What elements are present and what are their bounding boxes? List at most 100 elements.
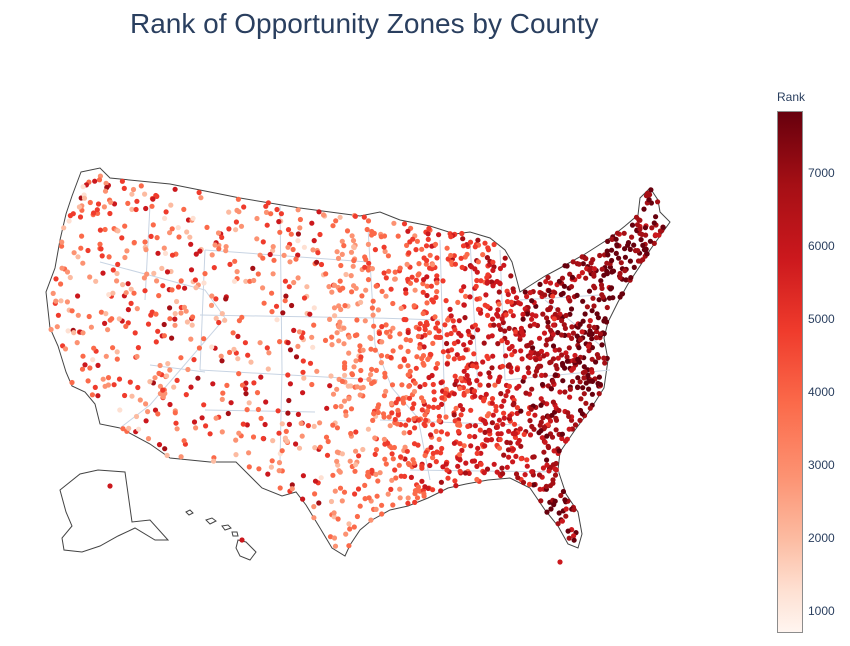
county-marker[interactable] (660, 224, 666, 230)
county-marker[interactable] (250, 265, 256, 271)
county-marker[interactable] (114, 278, 120, 284)
county-marker[interactable] (490, 316, 496, 322)
county-marker[interactable] (434, 289, 440, 295)
county-marker[interactable] (243, 386, 249, 392)
county-marker[interactable] (316, 209, 322, 215)
county-marker[interactable] (451, 356, 457, 362)
county-marker[interactable] (301, 244, 307, 250)
county-marker[interactable] (412, 380, 418, 386)
county-marker[interactable] (79, 366, 86, 372)
county-marker[interactable] (270, 248, 276, 254)
county-marker[interactable] (235, 333, 241, 339)
county-marker[interactable] (653, 214, 659, 220)
county-marker[interactable] (544, 337, 550, 343)
county-marker[interactable] (427, 252, 433, 258)
county-marker[interactable] (548, 336, 554, 342)
county-marker[interactable] (475, 445, 481, 451)
county-marker[interactable] (174, 377, 180, 383)
county-marker[interactable] (270, 271, 276, 277)
county-marker[interactable] (372, 347, 378, 353)
county-marker[interactable] (352, 213, 358, 219)
county-marker[interactable] (365, 218, 372, 224)
county-marker[interactable] (415, 442, 421, 448)
county-marker[interactable] (436, 436, 442, 442)
county-marker[interactable] (295, 411, 301, 417)
county-marker[interactable] (351, 244, 357, 250)
county-marker[interactable] (462, 315, 468, 321)
county-marker[interactable] (286, 421, 292, 427)
county-marker[interactable] (372, 247, 378, 253)
county-marker[interactable] (613, 236, 619, 242)
county-marker[interactable] (318, 475, 324, 481)
county-marker[interactable] (605, 252, 611, 258)
county-marker[interactable] (609, 247, 615, 253)
county-marker[interactable] (539, 435, 545, 441)
county-marker[interactable] (357, 392, 363, 398)
county-marker[interactable] (537, 486, 543, 492)
county-marker[interactable] (95, 201, 102, 207)
county-marker[interactable] (64, 269, 71, 275)
county-marker[interactable] (189, 322, 195, 328)
county-marker[interactable] (402, 473, 408, 479)
county-marker[interactable] (290, 246, 296, 253)
county-marker[interactable] (75, 254, 81, 260)
county-marker[interactable] (342, 365, 348, 371)
county-marker[interactable] (593, 335, 600, 341)
county-marker[interactable] (478, 310, 484, 316)
county-marker[interactable] (547, 280, 554, 286)
county-marker[interactable] (102, 320, 108, 326)
county-marker[interactable] (544, 457, 550, 463)
county-marker[interactable] (481, 470, 487, 476)
county-marker[interactable] (114, 270, 120, 277)
county-marker[interactable] (333, 218, 339, 224)
county-marker[interactable] (368, 346, 374, 352)
county-marker[interactable] (266, 350, 272, 356)
county-marker[interactable] (341, 325, 347, 331)
county-marker[interactable] (285, 227, 292, 233)
county-marker[interactable] (347, 526, 353, 532)
county-marker[interactable] (420, 360, 426, 366)
county-marker[interactable] (352, 491, 358, 497)
county-marker[interactable] (271, 257, 277, 263)
county-marker[interactable] (378, 353, 385, 359)
county-marker[interactable] (578, 396, 584, 402)
county-marker[interactable] (334, 386, 340, 392)
county-marker[interactable] (193, 251, 199, 257)
county-marker[interactable] (448, 330, 454, 337)
county-marker[interactable] (96, 177, 103, 183)
county-marker[interactable] (187, 234, 193, 240)
county-marker[interactable] (388, 400, 395, 406)
county-marker[interactable] (452, 381, 458, 388)
county-marker[interactable] (365, 267, 371, 273)
county-marker[interactable] (513, 295, 520, 301)
county-marker[interactable] (434, 273, 440, 279)
county-marker[interactable] (169, 335, 175, 341)
county-marker[interactable] (585, 343, 592, 349)
county-marker[interactable] (563, 438, 569, 444)
county-marker[interactable] (122, 254, 128, 261)
county-marker[interactable] (580, 318, 586, 324)
county-marker[interactable] (539, 381, 546, 388)
county-marker[interactable] (604, 304, 610, 311)
county-marker[interactable] (256, 466, 262, 472)
county-marker[interactable] (172, 316, 178, 322)
county-marker[interactable] (567, 386, 574, 392)
county-marker[interactable] (525, 365, 531, 371)
county-marker[interactable] (330, 391, 337, 397)
county-marker[interactable] (363, 256, 369, 263)
county-marker[interactable] (563, 506, 569, 512)
county-marker[interactable] (461, 368, 467, 374)
county-marker[interactable] (102, 188, 109, 194)
county-marker[interactable] (316, 500, 322, 506)
county-marker[interactable] (412, 499, 418, 505)
county-marker[interactable] (549, 412, 555, 418)
county-marker[interactable] (629, 222, 636, 228)
county-marker[interactable] (414, 354, 420, 360)
county-marker[interactable] (431, 397, 437, 403)
county-marker[interactable] (218, 353, 224, 359)
county-marker[interactable] (516, 437, 522, 444)
county-marker[interactable] (582, 369, 588, 375)
county-marker[interactable] (172, 186, 178, 192)
county-marker[interactable] (405, 228, 411, 234)
county-marker[interactable] (265, 366, 271, 372)
